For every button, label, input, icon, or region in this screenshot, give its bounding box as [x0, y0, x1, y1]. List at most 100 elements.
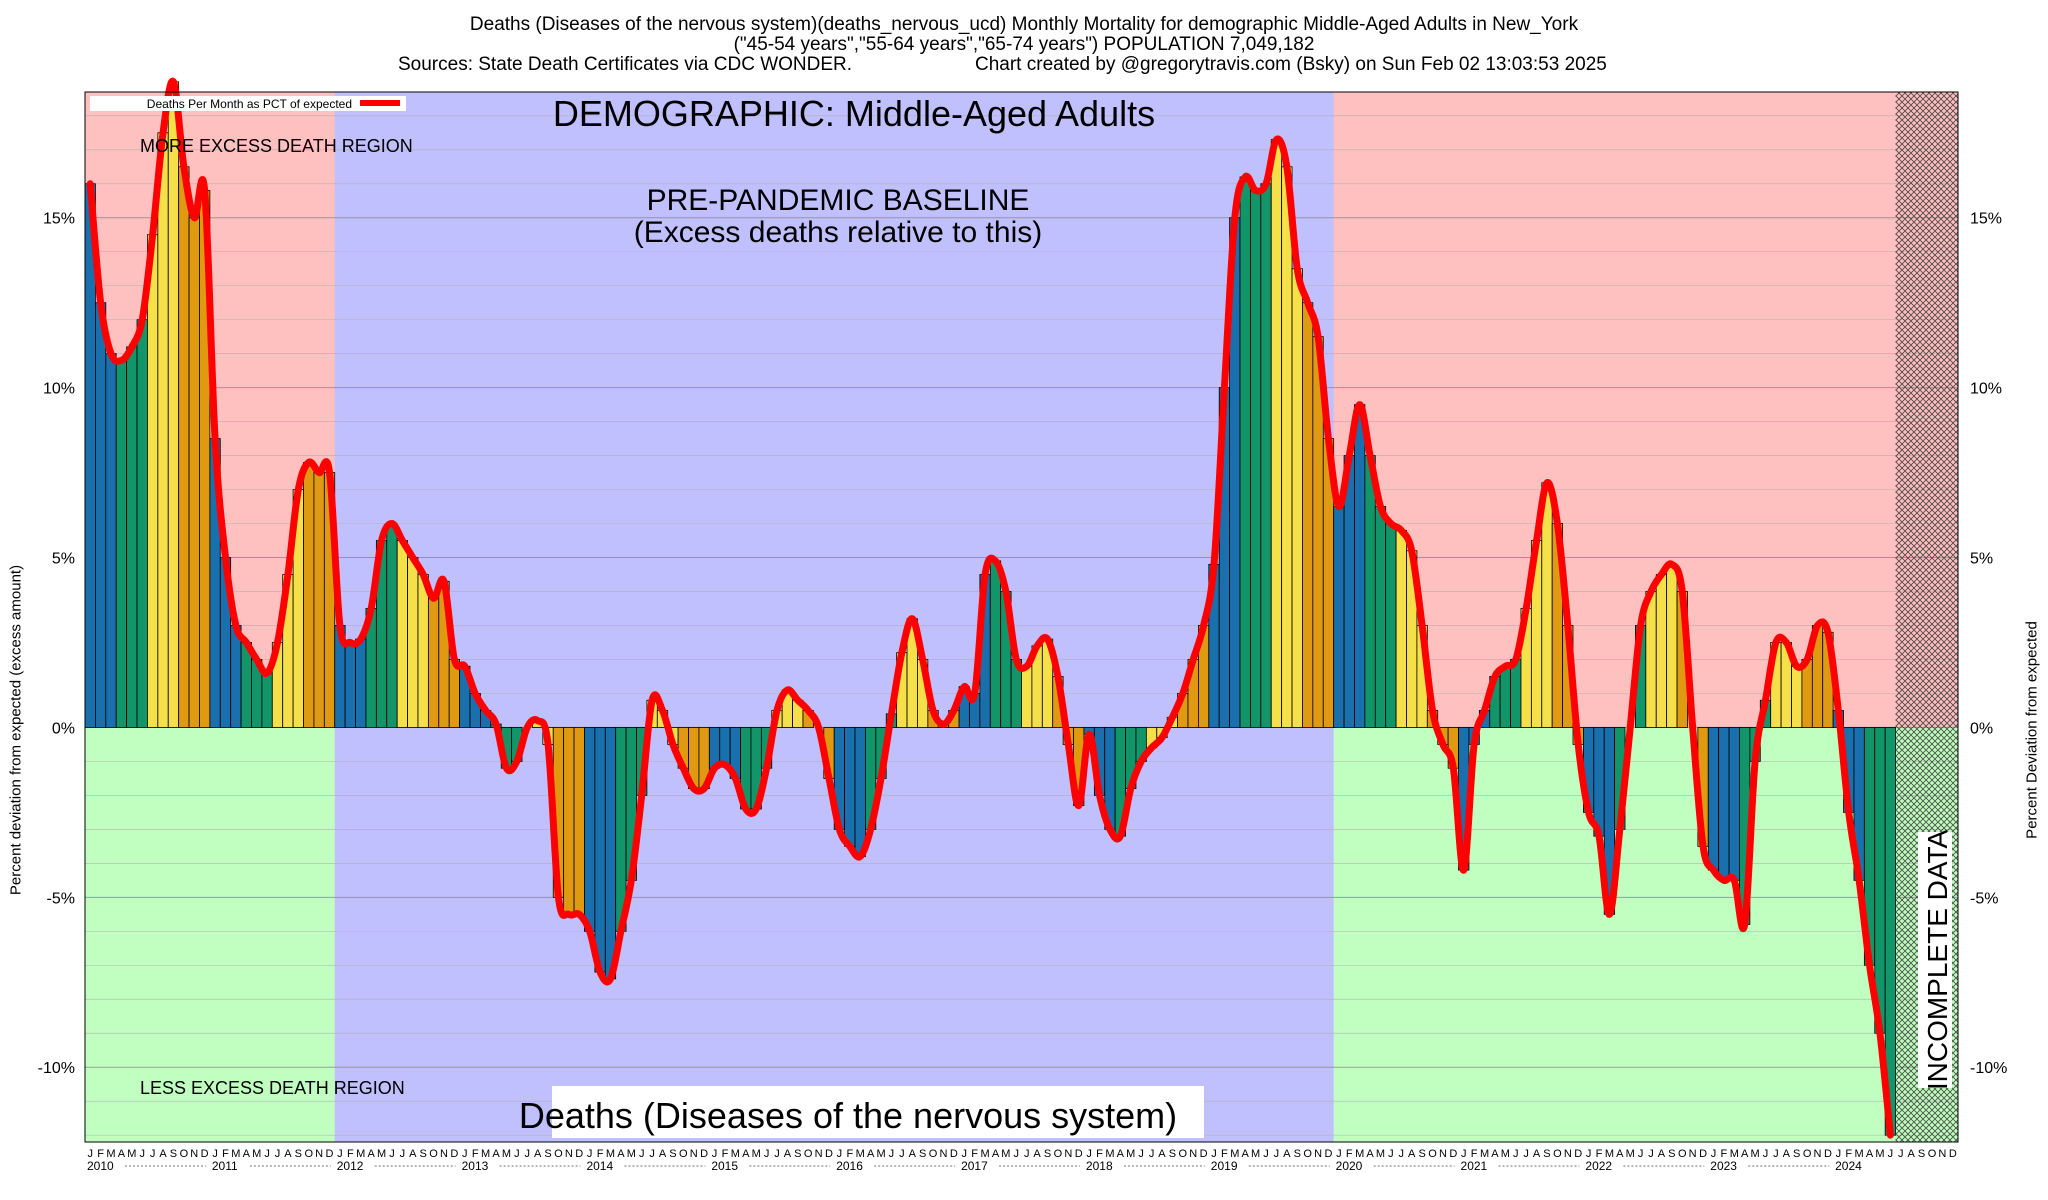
x-tick-month: M — [731, 1148, 740, 1160]
x-tick-month: F — [1346, 1148, 1353, 1160]
x-tick-month: J — [1836, 1148, 1842, 1160]
x-tick-month: F — [1471, 1148, 1478, 1160]
x-tick-month: A — [617, 1148, 625, 1160]
x-tick-month: D — [1824, 1148, 1832, 1160]
x-tick-year: 2020 — [1336, 1159, 1363, 1173]
x-tick-month: J — [400, 1148, 406, 1160]
y-tick-label: 15% — [43, 211, 75, 228]
x-tick-month: J — [87, 1148, 93, 1160]
y-tick-label: 0% — [52, 720, 75, 737]
bar — [1260, 183, 1272, 728]
x-tick-month: F — [222, 1148, 229, 1160]
bar — [1541, 482, 1553, 728]
x-tick-month: J — [712, 1148, 718, 1160]
x-tick-month: O — [429, 1148, 438, 1160]
x-tick-month: M — [1875, 1148, 1884, 1160]
y-tick-label: 5% — [1970, 551, 1993, 568]
y-tick-labels-right: 15% 10% 5% 0% -5% -10% — [1970, 211, 2007, 1078]
bar — [1718, 727, 1730, 881]
x-tick-month: M — [1105, 1148, 1114, 1160]
bar — [407, 557, 419, 728]
x-tick-month: A — [284, 1148, 292, 1160]
x-tick-month: S — [1543, 1148, 1550, 1160]
x-tick-month: O — [1054, 1148, 1063, 1160]
x-tick-month: J — [1773, 1148, 1779, 1160]
bar — [188, 217, 200, 728]
y-tick-label: 10% — [43, 381, 75, 398]
bar — [1281, 166, 1293, 728]
x-tick-month: N — [1189, 1148, 1197, 1160]
x-tick-month: S — [170, 1148, 177, 1160]
x-tick-month: M — [502, 1148, 511, 1160]
x-tick-month: N — [565, 1148, 573, 1160]
x-tick-month: J — [1763, 1148, 1769, 1160]
x-tick-month: J — [1388, 1148, 1394, 1160]
x-tick-month: A — [742, 1148, 750, 1160]
x-tick-month: F — [97, 1148, 104, 1160]
x-tick-month: D — [1324, 1148, 1332, 1160]
bar — [1021, 665, 1033, 728]
x-tick-month: A — [1033, 1148, 1041, 1160]
bar — [95, 302, 107, 728]
header-sources: Sources: State Death Certificates via CD… — [398, 54, 853, 75]
bar — [1707, 727, 1720, 871]
x-tick-year: 2019 — [1211, 1159, 1238, 1173]
annotation-baseline-2: (Excess deaths relative to this) — [634, 216, 1043, 249]
x-tick-year: 2011 — [212, 1159, 238, 1173]
x-tick-month: A — [1158, 1148, 1166, 1160]
bar — [719, 727, 731, 766]
x-tick-year: 2015 — [711, 1159, 738, 1173]
x-tick-month: M — [106, 1148, 115, 1160]
x-tick-month: O — [804, 1148, 813, 1160]
x-tick-month: M — [1480, 1148, 1489, 1160]
bar — [427, 597, 440, 728]
header-line-1: Deaths (Diseases of the nervous system)(… — [469, 14, 1579, 35]
x-tick-month: S — [1418, 1148, 1425, 1160]
y-tick-labels-left: 15% 10% 5% 0% -5% -10% — [38, 211, 75, 1078]
x-tick-month: O — [929, 1148, 938, 1160]
annotation-more-excess: MORE EXCESS DEATH REGION — [140, 136, 413, 156]
x-tick-month: J — [649, 1148, 655, 1160]
x-tick-month: A — [118, 1148, 126, 1160]
bar — [230, 625, 242, 728]
x-tick-month: J — [962, 1148, 968, 1160]
bar — [1728, 727, 1740, 881]
bar — [417, 574, 429, 728]
x-tick-month: F — [971, 1148, 978, 1160]
x-tick-month: J — [1086, 1148, 1092, 1160]
x-tick-month: M — [627, 1148, 636, 1160]
x-tick-month: D — [1574, 1148, 1582, 1160]
x-tick-month: J — [587, 1148, 593, 1160]
x-tick-month: D — [1200, 1148, 1208, 1160]
bar — [1791, 665, 1803, 728]
x-tick-month: S — [794, 1148, 801, 1160]
bar — [573, 727, 585, 915]
bar — [344, 642, 356, 728]
x-tick-month: M — [980, 1148, 989, 1160]
x-tick-month: A — [534, 1148, 542, 1160]
legend: Deaths Per Month as PCT of expected — [90, 96, 406, 111]
incomplete-data-label: INCOMPLETE DATA — [1922, 830, 1953, 1091]
x-tick-month: O — [679, 1148, 688, 1160]
x-tick-month: A — [909, 1148, 917, 1160]
bar — [1291, 268, 1303, 728]
x-tick-year: 2018 — [1086, 1159, 1113, 1173]
x-tick-month: M — [1251, 1148, 1260, 1160]
x-tick-month: N — [190, 1148, 198, 1160]
x-tick-month: J — [389, 1148, 395, 1160]
bar — [178, 166, 190, 728]
x-tick-month: J — [1711, 1148, 1717, 1160]
x-tick-month: M — [481, 1148, 490, 1160]
x-tick-month: M — [1230, 1148, 1239, 1160]
x-tick-month: O — [180, 1148, 189, 1160]
annotation-baseline-1: PRE-PANDEMIC BASELINE — [647, 184, 1030, 217]
x-tick-month: D — [326, 1148, 334, 1160]
y-axis-label-right: Percent Deviation from expected — [2023, 621, 2041, 839]
x-tick-month: S — [1918, 1148, 1925, 1160]
x-tick-month: A — [784, 1148, 792, 1160]
chart-title: DEMOGRAPHIC: Middle-Aged Adults — [553, 93, 1155, 134]
x-tick-month: N — [1564, 1148, 1572, 1160]
x-tick-month: J — [139, 1148, 145, 1160]
bar — [105, 353, 117, 728]
